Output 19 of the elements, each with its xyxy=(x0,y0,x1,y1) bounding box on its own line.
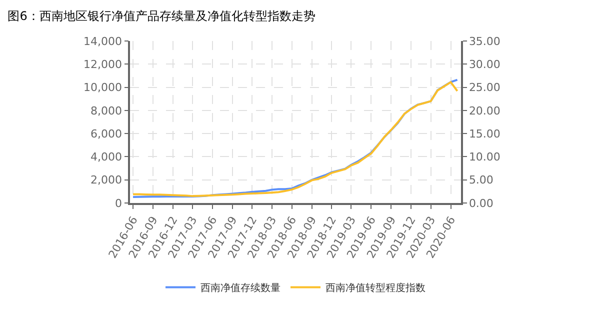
y2-tick-label: 10.00 xyxy=(468,150,500,164)
y2-tick-label: 15.00 xyxy=(468,127,500,140)
y2-tick-label: 30.00 xyxy=(468,58,500,71)
y2-tick-label: 20.00 xyxy=(468,104,500,118)
chart-title: 图6：西南地区银行净值产品存续量及净值化转型指数走势 xyxy=(8,8,316,23)
y-tick-label: 6,000 xyxy=(90,127,122,140)
y-tick-label: 8,000 xyxy=(90,104,122,118)
y2-tick-label: 0.00 xyxy=(468,196,494,210)
y2-tick-label: 5.00 xyxy=(468,174,494,187)
y2-tick-label: 35.00 xyxy=(468,34,500,48)
y-tick-label: 12,000 xyxy=(84,58,122,71)
y-tick-label: 0 xyxy=(115,196,122,210)
y-tick-label: 10,000 xyxy=(84,81,122,94)
legend-label: 西南净值存续数量 xyxy=(200,282,280,294)
y2-tick-label: 25.00 xyxy=(468,81,500,94)
y-tick-label: 2,000 xyxy=(90,174,122,187)
legend-label: 西南净值转型程度指数 xyxy=(326,282,426,294)
y-tick-label: 4,000 xyxy=(90,150,122,164)
y-tick-label: 14,000 xyxy=(84,34,122,48)
